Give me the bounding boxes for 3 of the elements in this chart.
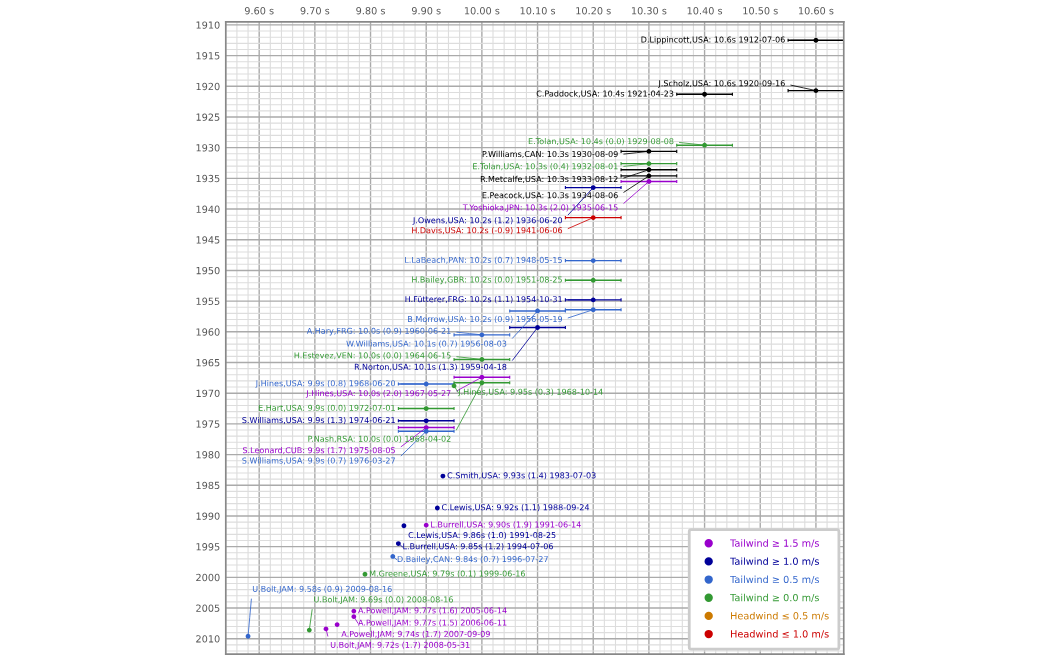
- point: [434, 505, 440, 511]
- point: [423, 522, 429, 528]
- point: [362, 571, 368, 577]
